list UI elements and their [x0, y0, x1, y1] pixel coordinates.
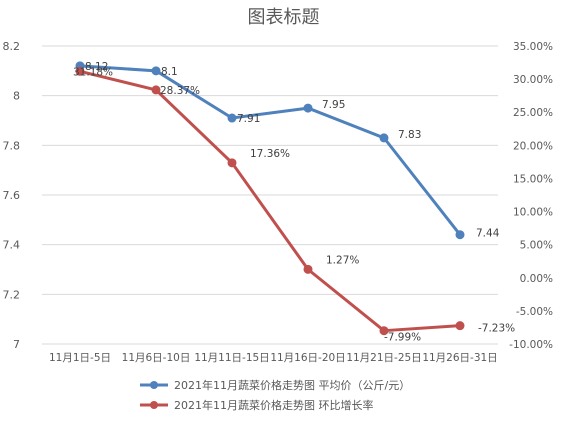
series-line [78, 64, 462, 237]
x-tick-label: 11月26日-31日 [422, 352, 497, 364]
data-point [303, 103, 313, 113]
left-tick-label: 7.6 [3, 189, 21, 202]
data-point [151, 66, 161, 76]
right-axis-ticks: -10.00% -5.00% 0.00% 5.00% 10.00% 15.00% 20.00… [509, 41, 553, 351]
gridlines [42, 45, 498, 345]
left-tick-label: 8.2 [3, 40, 21, 53]
x-tick-label: 11月21日-25日 [346, 352, 421, 364]
right-tick-label: 5.00% [520, 240, 553, 252]
right-tick-label: -5.00% [516, 306, 553, 318]
right-tick-label: 0.00% [520, 273, 553, 285]
data-label: 28.37% [160, 85, 200, 97]
data-label: 7.83 [398, 129, 421, 141]
series-layer: 8.12 8.1 7.91 7.95 7.83 7.44 31.18% 28.37% 17.36… [73, 61, 515, 344]
data-point [379, 133, 389, 143]
data-label: 17.36% [250, 148, 290, 160]
data-label: 8.12 [85, 61, 108, 73]
left-tick-label: 7 [13, 338, 20, 351]
left-axis-ticks: 7 7.2 7.4 7.6 7.8 8 8.2 [3, 40, 21, 351]
data-label: 8.1 [161, 66, 178, 78]
left-tick-label: 8 [13, 90, 20, 103]
x-tick-label: 11月6日-10日 [122, 352, 191, 364]
data-point [455, 321, 465, 331]
legend-label: 2021年11月蔬菜价格走势图 环比增长率 [174, 398, 374, 412]
data-label: -7.99% [384, 332, 421, 344]
right-tick-label: 15.00% [513, 173, 553, 185]
data-point [303, 264, 313, 274]
x-tick-label: 11月16日-20日 [270, 352, 345, 364]
series-line [78, 69, 462, 333]
data-point [227, 113, 237, 123]
left-tick-label: 7.4 [3, 239, 21, 252]
data-label: 31.18% [73, 66, 113, 78]
right-tick-label: 35.00% [513, 41, 553, 53]
left-tick-label: 7.2 [3, 288, 21, 301]
data-label: 7.95 [322, 99, 345, 111]
x-tick-label: 11月1日-5日 [49, 352, 111, 364]
right-tick-label: 30.00% [513, 74, 553, 86]
data-label: 7.44 [476, 228, 500, 240]
left-tick-label: 7.8 [3, 139, 21, 152]
x-tick-label: 11月11日-15日 [194, 352, 269, 364]
legend-marker [150, 381, 158, 389]
right-tick-label: 25.00% [513, 107, 553, 119]
legend: 2021年11月蔬菜价格走势图 平均价（公斤/元） 2021年11月蔬菜价格走势图… [140, 378, 410, 412]
right-tick-label: 20.00% [513, 140, 553, 152]
data-point [227, 158, 237, 168]
data-point [455, 230, 465, 240]
legend-label: 2021年11月蔬菜价格走势图 平均价（公斤/元） [174, 378, 410, 392]
x-axis-ticks: 11月1日-5日 11月6日-10日 11月11日-15日 11月16日-20日 11月… [49, 352, 498, 364]
data-label: 7.91 [237, 113, 260, 125]
data-point [75, 66, 85, 76]
right-tick-label: 10.00% [513, 207, 553, 219]
data-point [379, 326, 389, 336]
data-point [151, 85, 161, 95]
right-tick-label: -10.00% [509, 339, 553, 351]
data-label: 1.27% [326, 254, 359, 266]
chart-title: 图表标题 [248, 7, 320, 28]
legend-marker [150, 401, 158, 409]
data-label: -7.23% [478, 323, 515, 335]
